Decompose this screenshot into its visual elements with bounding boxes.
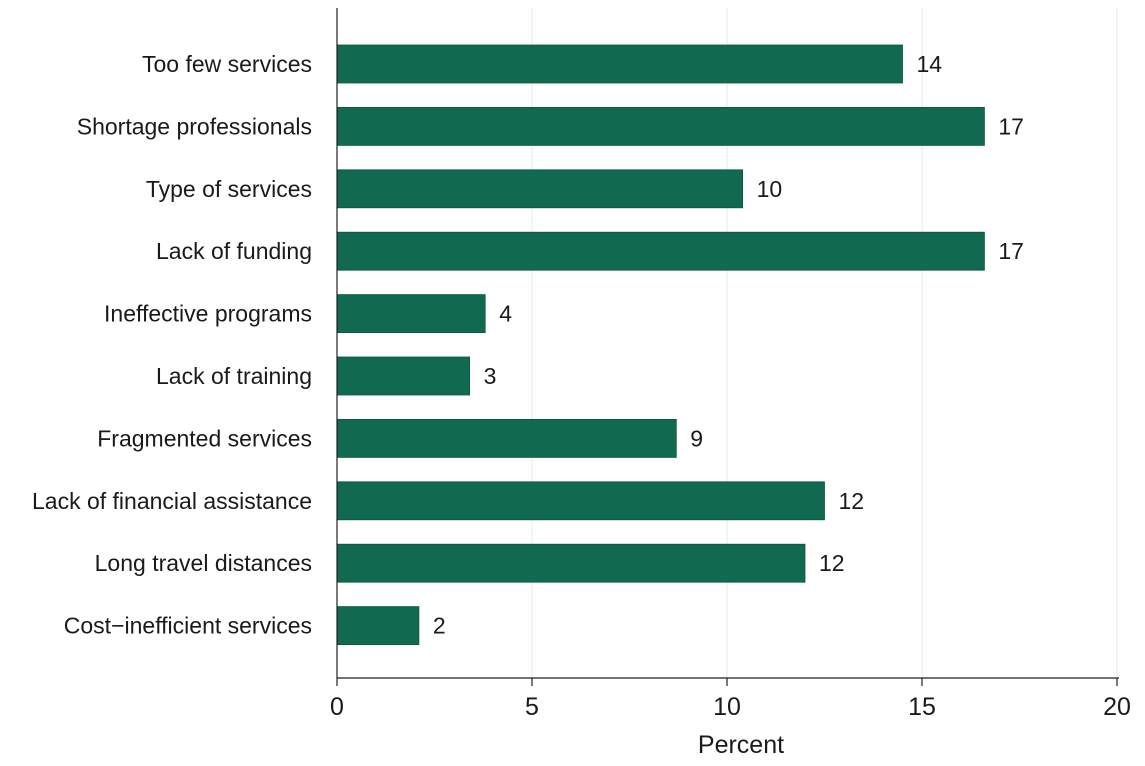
category-label: Lack of financial assistance <box>32 488 312 514</box>
bar <box>336 107 985 146</box>
bar <box>336 606 420 645</box>
category-label: Fragmented services <box>97 425 312 451</box>
category-label: Lack of training <box>156 363 312 389</box>
category-label: Too few services <box>142 51 312 77</box>
data-label: 10 <box>757 176 783 202</box>
category-label: Type of services <box>146 176 312 202</box>
category-label: Ineffective programs <box>104 301 312 327</box>
x-tick-label: 20 <box>1103 693 1131 721</box>
bar <box>336 231 985 271</box>
x-tick-label: 5 <box>525 693 539 721</box>
x-tick-label: 15 <box>908 693 936 721</box>
data-label: 17 <box>998 113 1024 139</box>
axes: 0 5 10 15 20 <box>330 8 1131 721</box>
x-tick-label: 10 <box>713 693 741 721</box>
data-label: 9 <box>690 425 703 451</box>
data-label: 14 <box>917 51 943 77</box>
bar <box>336 169 744 209</box>
x-tick-label: 0 <box>330 693 344 721</box>
bars <box>336 44 985 645</box>
bar <box>336 356 471 396</box>
bar <box>336 418 677 458</box>
bar <box>336 543 806 583</box>
data-label: 4 <box>499 301 512 327</box>
data-label: 17 <box>998 238 1024 264</box>
category-label: Lack of funding <box>156 238 312 264</box>
labels: Too few services 14 Shortage professionals… <box>32 51 1024 639</box>
data-label: 3 <box>484 363 497 389</box>
bar <box>336 294 486 334</box>
bar <box>336 44 903 84</box>
category-label: Long travel distances <box>95 550 312 576</box>
data-label: 12 <box>819 550 845 576</box>
bar <box>336 481 825 521</box>
data-label: 12 <box>839 488 865 514</box>
data-label: 2 <box>433 613 446 639</box>
category-label: Cost−inefficient services <box>64 613 312 639</box>
x-axis-title: Percent <box>698 731 784 759</box>
category-label: Shortage professionals <box>77 113 312 139</box>
